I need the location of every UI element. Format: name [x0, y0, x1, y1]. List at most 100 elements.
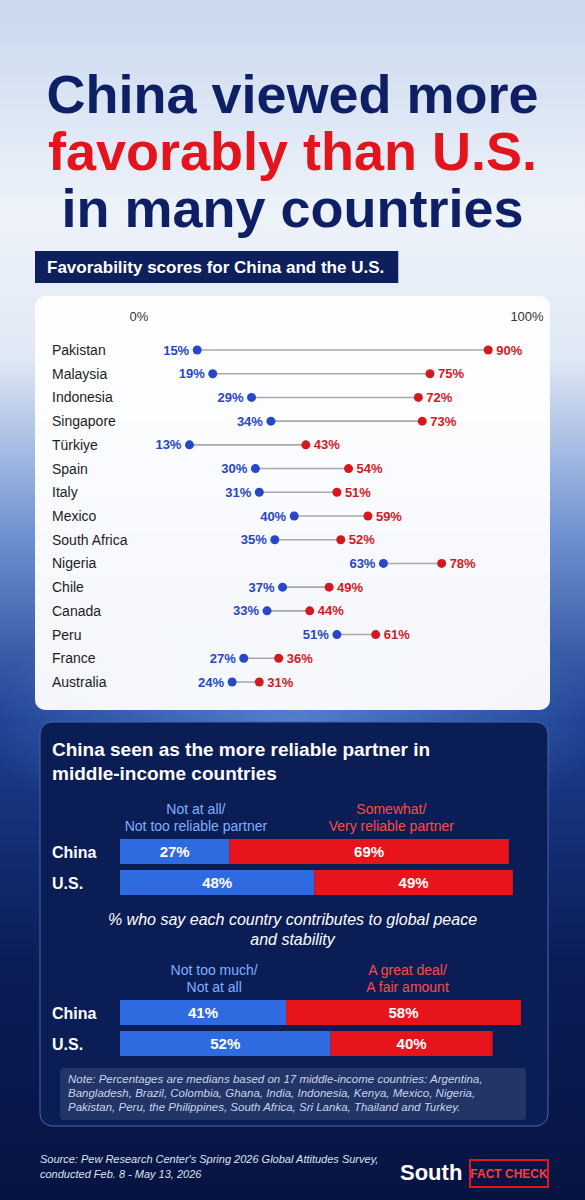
plot-marks: [185, 346, 493, 687]
category-label: France: [52, 650, 96, 666]
category-label: Indonesia: [52, 389, 113, 405]
data-label: 43%: [314, 437, 340, 452]
plot-labels: China41%58%U.S.52%40%: [52, 1004, 427, 1053]
dot: [325, 583, 334, 592]
title: favorably than U.S.: [48, 121, 537, 181]
page: China viewed morefavorably than U.S.in m…: [0, 0, 585, 1200]
connector: [255, 468, 348, 470]
text-line: middle-income countries: [52, 763, 277, 784]
title: in many countries: [61, 178, 523, 238]
data-label: 31%: [267, 675, 293, 690]
bar-segment: [331, 1031, 493, 1056]
dot: [344, 464, 353, 473]
background: [0, 0, 585, 1200]
dot: [274, 654, 283, 663]
data-label: 40%: [397, 1035, 427, 1052]
connector: [244, 657, 279, 659]
legend-entry: Somewhat/Very reliable partner: [329, 801, 455, 834]
data-label: 63%: [349, 556, 375, 571]
chart-title: Favorability scores for China and the U.…: [47, 258, 384, 277]
connector: [267, 610, 310, 612]
data-label: 58%: [388, 1004, 418, 1021]
dot: [247, 393, 256, 402]
bar-segment: [120, 839, 229, 864]
text-line: Note: Percentages are medians based on 1…: [68, 1073, 482, 1085]
category-label: Türkiye: [52, 437, 98, 453]
dot: [379, 559, 388, 568]
data-label: 30%: [221, 461, 247, 476]
dot: [251, 464, 260, 473]
category-label: Chile: [52, 579, 84, 595]
dot: [301, 440, 310, 449]
data-label: 69%: [354, 843, 384, 860]
dot: [437, 559, 446, 568]
data-label: 34%: [237, 414, 263, 429]
category-label: Malaysia: [52, 366, 107, 382]
tick-label: 100%: [510, 309, 544, 324]
data-label: 51%: [345, 485, 371, 500]
category-label: Australia: [52, 674, 107, 690]
source: Source: Pew Research Center's Spring 202…: [40, 1153, 378, 1165]
connector: [271, 420, 422, 422]
dot: [414, 393, 423, 402]
source: conducted Feb. 8 - May 13, 2026: [40, 1168, 202, 1180]
dot: [418, 417, 427, 426]
text-line: Not too reliable partner: [125, 818, 268, 834]
data-label: 90%: [496, 343, 522, 358]
dot: [263, 606, 272, 615]
text-line: China seen as the more reliable partner …: [52, 739, 430, 760]
data-label: 27%: [160, 843, 190, 860]
plot-marks: [120, 839, 513, 895]
text-line: Pakistan, Peru, the Philippines, South A…: [68, 1101, 460, 1113]
dot: [255, 678, 264, 687]
data-label: 52%: [349, 532, 375, 547]
dot: [332, 488, 341, 497]
connector: [197, 349, 488, 351]
connector: [213, 373, 430, 375]
data-label: 52%: [210, 1035, 240, 1052]
data-label: 33%: [233, 603, 259, 618]
badge-frame: [470, 1160, 548, 1187]
dot: [208, 369, 217, 378]
connector: [383, 563, 441, 565]
category-label: China: [52, 844, 97, 861]
category-label: Spain: [52, 461, 88, 477]
data-label: 31%: [225, 485, 251, 500]
plot-marks: [120, 1000, 521, 1056]
dot: [484, 346, 493, 355]
category-label: Singapore: [52, 413, 116, 429]
dot: [193, 346, 202, 355]
dot: [239, 654, 248, 663]
data-label: 72%: [426, 390, 452, 405]
text-line: % who say each country contributes to gl…: [108, 911, 477, 928]
dot: [255, 488, 264, 497]
category-label: Nigeria: [52, 555, 97, 571]
dot: [426, 369, 435, 378]
dot: [371, 630, 380, 639]
text-line: Not at all/: [166, 801, 225, 817]
data-label: 19%: [179, 366, 205, 381]
dot: [290, 512, 299, 521]
data-label: 27%: [210, 651, 236, 666]
data-label: 49%: [399, 874, 429, 891]
category-label: China: [52, 1005, 97, 1022]
data-label: 44%: [318, 603, 344, 618]
data-label: 15%: [163, 343, 189, 358]
chart-title: % who say each country contributes to gl…: [108, 911, 477, 948]
title: China viewed more: [46, 64, 538, 124]
data-label: 51%: [303, 627, 329, 642]
connector: [294, 515, 368, 517]
data-label: 54%: [357, 461, 383, 476]
panel: [35, 296, 550, 710]
data-label: 49%: [337, 580, 363, 595]
bar-segment: [120, 1000, 286, 1025]
bar-segment: [286, 1000, 521, 1025]
dot: [266, 417, 275, 426]
data-label: 75%: [438, 366, 464, 381]
connector: [259, 491, 337, 493]
title-banner: [35, 251, 398, 283]
dot: [305, 606, 314, 615]
legend-entry: Not too much/Not at all: [171, 962, 258, 995]
category-label: South Africa: [52, 532, 128, 548]
category-label: Mexico: [52, 508, 97, 524]
